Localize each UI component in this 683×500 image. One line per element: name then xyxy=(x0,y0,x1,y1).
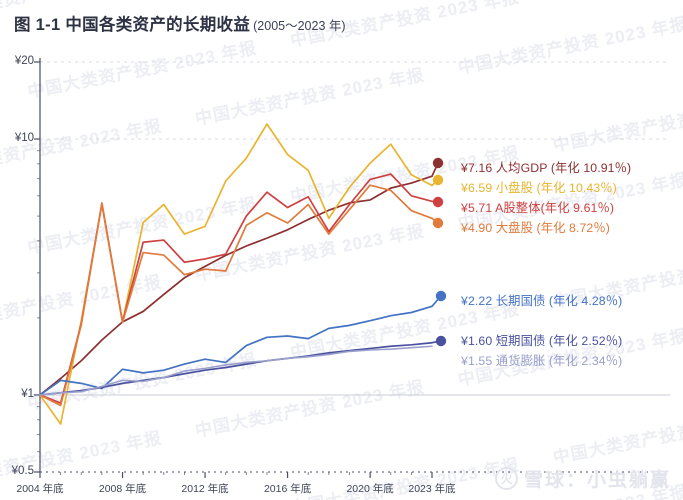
y-axis-tick-label: ¥0.5 xyxy=(11,465,34,477)
legend-item-long_bond: ¥2.22 长期国债 (年化 4.28％) xyxy=(461,294,623,308)
legend-item-gdp: ¥7.16 人均GDP (年化 10.91％) xyxy=(461,161,632,175)
data-lines xyxy=(39,123,433,425)
x-axis-tick-label: 2020 年底 xyxy=(346,483,394,495)
title-main: 图 1-1 中国各类资产的长期收益 xyxy=(14,16,251,34)
endpoint-dots xyxy=(432,157,447,347)
series-line-small_cap xyxy=(39,123,433,425)
leader-line-short_bond xyxy=(431,340,442,344)
legend-item-short_bond: ¥1.60 短期国债 (年化 2.52％) xyxy=(461,334,623,348)
series-line-a_share xyxy=(39,173,433,404)
series-line-gdp xyxy=(39,175,433,396)
x-axis-tick-label: 2004 年底 xyxy=(16,483,64,495)
legend-item-small_cap: ¥6.59 小盘股 (年化 10.43％) xyxy=(461,181,617,195)
x-axis-tick-label: 2016 年底 xyxy=(263,483,312,495)
axes xyxy=(39,58,670,473)
y-axis-tick-label: ¥20 xyxy=(14,55,34,67)
legend-item-a_share: ¥5.71 A股整体(年化 9.61％) xyxy=(461,201,615,215)
leader-line-a_share xyxy=(431,200,439,203)
leader-line-gdp xyxy=(431,162,439,178)
series-line-inflation xyxy=(39,345,433,396)
series-line-large_cap xyxy=(39,184,433,407)
legend-item-inflation: ¥1.55 通货膨胀 (年化 2.34％) xyxy=(461,354,623,368)
series-line-short_bond xyxy=(39,341,433,396)
page-title: 图 1-1 中国各类资产的长期收益 (2005～2023 年) xyxy=(14,11,346,35)
title-sub: (2005～2023 年) xyxy=(253,19,346,33)
leader-line-long_bond xyxy=(431,295,442,308)
leader-line-large_cap xyxy=(431,217,439,224)
legend-item-large_cap: ¥4.90 大盘股 (年化 8.72％) xyxy=(461,221,610,235)
legend-leader-lines xyxy=(431,162,442,344)
y-axis-tick-label: ¥1 xyxy=(21,387,34,400)
x-axis-tick-label: 2008 年底 xyxy=(98,483,147,495)
y-axis-tick-label: ¥10 xyxy=(14,132,34,145)
x-axis-tick-label: 2023 年底 xyxy=(408,483,456,495)
series-line-long_bond xyxy=(39,305,433,396)
leader-line-small_cap xyxy=(431,179,439,187)
x-axis-tick-label: 2012 年底 xyxy=(181,483,229,495)
gridlines xyxy=(40,61,670,396)
axis-ticks xyxy=(34,61,433,478)
